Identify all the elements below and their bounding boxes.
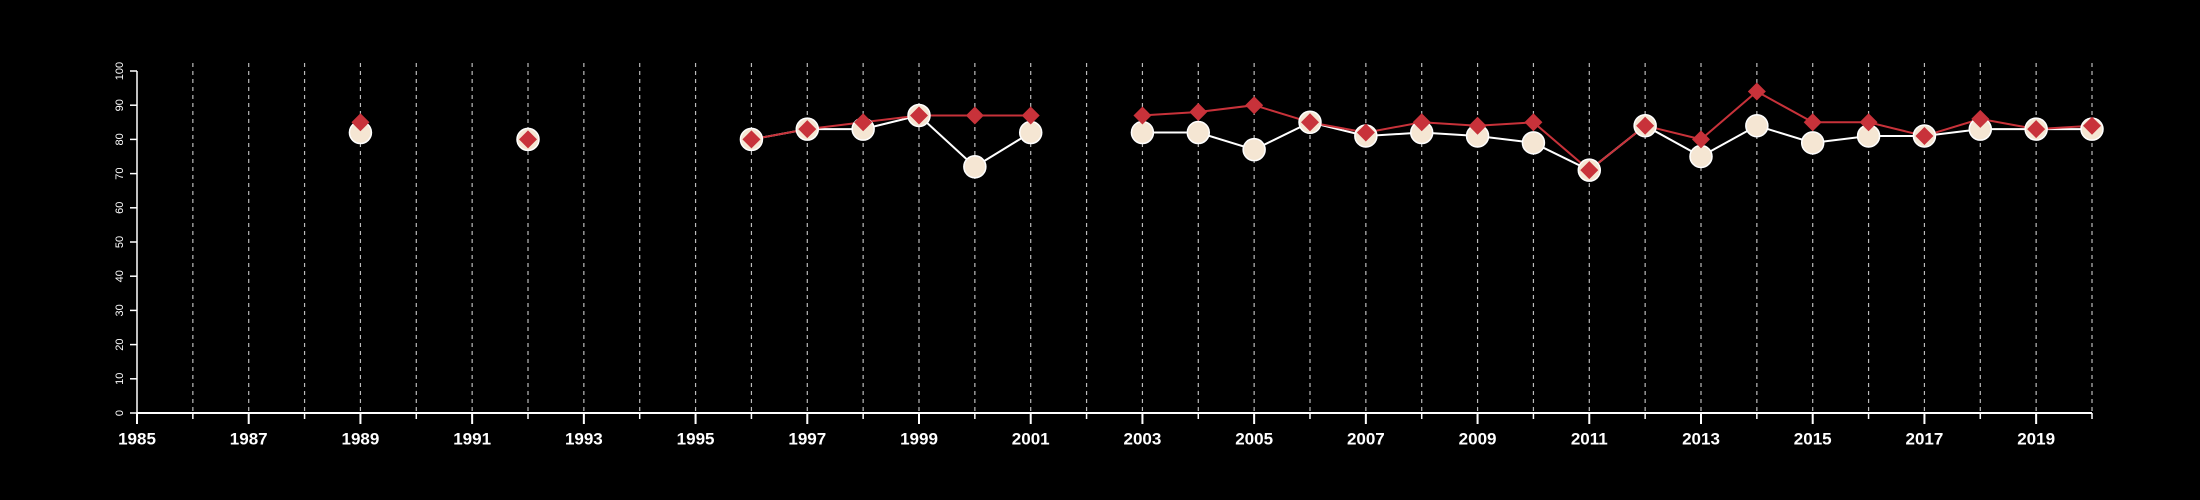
series-2-line-segment-3 — [751, 114, 1031, 141]
series-2-point-1998 — [854, 113, 873, 132]
series-2-point-2009 — [1468, 116, 1487, 135]
series-1-point-2001 — [1018, 120, 1043, 145]
series-2-point-2003 — [1133, 106, 1152, 125]
series-1-point-2003 — [1130, 120, 1155, 145]
x-tick-label-2013: 2013 — [1682, 430, 1720, 449]
series-2-point-2011 — [1580, 161, 1599, 180]
y-tick-label-10: 10 — [114, 373, 126, 385]
y-tick-label-40: 40 — [114, 270, 126, 282]
series-1-point-2010 — [1521, 131, 1546, 155]
y-tick-label-30: 30 — [114, 304, 126, 316]
x-tick-label-1991: 1991 — [453, 430, 491, 449]
series-1-point-2005 — [1242, 137, 1266, 162]
series-2-point-2019 — [2027, 120, 2046, 139]
series-2-point-2001 — [1021, 106, 1040, 125]
series-2-point-2020 — [2083, 116, 2101, 135]
x-tick-label-1989: 1989 — [342, 430, 380, 449]
series-2-point-2007 — [1356, 123, 1375, 142]
series-2-point-1999 — [910, 106, 928, 125]
axes: 0 10 20 30 40 50 60 70 80 90 100 1985 1987 1989 1991 19… — [114, 62, 2093, 449]
series-2-point-2012 — [1636, 116, 1655, 135]
series-1-line-segment-4 — [1142, 121, 2092, 172]
series-2-point-2006 — [1301, 113, 1319, 132]
series-2-point-2017 — [1915, 126, 1934, 145]
series-2-point-2004 — [1189, 103, 1208, 122]
y-tick-label-100: 100 — [114, 62, 126, 80]
y-tick-label-90: 90 — [114, 99, 126, 111]
series-2-point-2015 — [1803, 113, 1822, 132]
y-tick-label-80: 80 — [114, 133, 126, 145]
series-2-point-2010 — [1524, 113, 1543, 132]
x-tick-label-2011: 2011 — [1571, 430, 1608, 449]
series-1-point-2015 — [1800, 131, 1825, 155]
x-tick-label-2017: 2017 — [1906, 430, 1944, 449]
x-tick-label-2009: 2009 — [1459, 430, 1497, 449]
x-tick-label-2003: 2003 — [1124, 430, 1162, 449]
y-tick-label-0: 0 — [114, 410, 126, 416]
series-2-point-2000 — [965, 106, 984, 125]
x-tick-label-2007: 2007 — [1347, 430, 1385, 449]
y-tick-label-70: 70 — [114, 167, 126, 179]
series-2-point-1997 — [798, 120, 817, 139]
series-1-line-segment-3 — [751, 114, 1032, 169]
x-tick-label-1993: 1993 — [565, 430, 603, 449]
series-2-line-segment-4 — [1142, 90, 2093, 172]
y-tick-label-60: 60 — [114, 202, 126, 214]
series-2-point-2016 — [1859, 113, 1878, 132]
y-tick-label-20: 20 — [114, 338, 126, 350]
x-tick-label-1997: 1997 — [788, 430, 826, 449]
series-2-point-1996 — [742, 130, 761, 149]
x-tick-label-1987: 1987 — [230, 430, 268, 449]
x-tick-label-2005: 2005 — [1235, 430, 1273, 449]
series-1-point-2013 — [1689, 144, 1713, 169]
y-tick-label-50: 50 — [114, 236, 126, 248]
series-2-point-2018 — [1971, 109, 1990, 128]
x-tick-label-2019: 2019 — [2017, 430, 2055, 449]
x-tick-label-2015: 2015 — [1794, 430, 1832, 449]
series-2-point-2008 — [1412, 113, 1431, 132]
series-2-point-2014 — [1747, 82, 1766, 101]
x-tick-label-1995: 1995 — [677, 430, 715, 449]
x-tick-label-1985: 1985 — [118, 430, 156, 449]
series-1-point-2014 — [1745, 113, 1769, 138]
series-2-point-2013 — [1692, 130, 1710, 149]
series-2-point-2005 — [1245, 96, 1264, 115]
series-2-point-1989 — [351, 113, 370, 132]
x-tick-label-2001: 2001 — [1012, 430, 1050, 449]
series-1-point-2000 — [963, 155, 987, 179]
data-series — [348, 82, 2104, 182]
series-1-point-2004 — [1186, 120, 1211, 145]
series-2-point-1992 — [519, 130, 537, 149]
x-tick-label-1999: 1999 — [900, 430, 938, 449]
